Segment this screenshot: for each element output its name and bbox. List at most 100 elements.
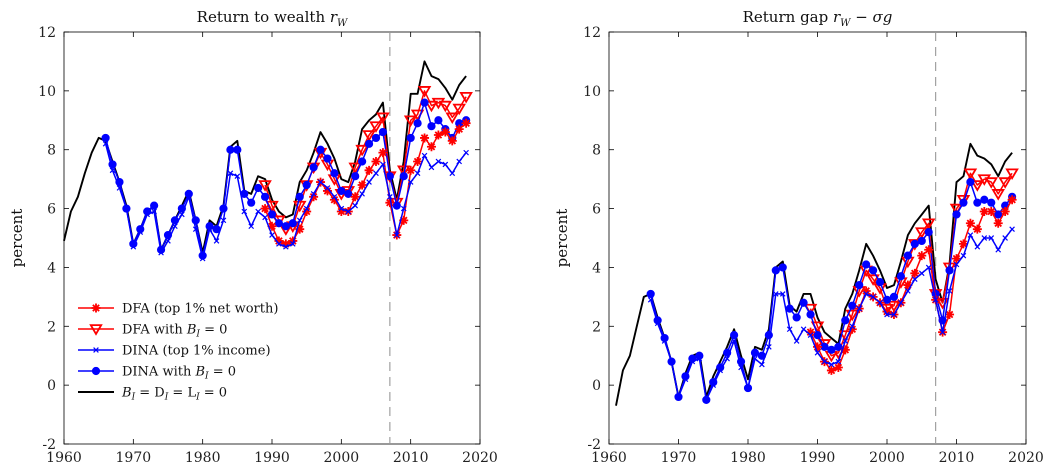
legend-label: DFA (top 1% net worth) [122,302,278,317]
data-point-dina_b0 [247,198,256,207]
panel-return-gap: 1960 1970 1980 1990 2000 2010 2020 -2 0 2 4 6 8 10 12 R… [553,8,1044,466]
x-tick-label: 2020 [462,450,498,466]
data-point-dina [717,367,724,374]
data-point-dina_b0 [371,133,381,143]
data-point-dfa [295,224,305,234]
data-point-dfa [399,215,409,225]
data-point-dina [421,152,428,159]
data-point-dfa [281,239,291,249]
data-point-dina [192,226,199,232]
data-point-dina_b0 [226,145,235,154]
data-point-dina [988,235,995,241]
data-point-dfa [972,224,982,234]
data-point-dina [981,235,988,241]
data-point-dina [463,149,469,156]
legend-label: DINA with BI = 0 [122,365,236,382]
legend-label: DFA with BI = 0 [122,323,227,340]
data-point-dina_b0 [364,139,374,148]
data-point-dfa [840,345,850,355]
data-point-dfa_b0 [998,177,1012,189]
legend-label: BI = DI = LI = 0 [121,386,227,403]
data-point-dina_b0 [841,316,850,325]
data-point-dfa [861,286,871,296]
x-tick-label: 1990 [254,450,290,466]
data-point-dina [898,299,904,306]
data-point-dina [213,238,220,244]
x-tick-label: 1980 [730,450,766,466]
data-point-dfa [322,186,332,196]
data-point-dina_b0 [875,278,885,287]
data-point-dina [227,170,234,177]
data-point-dfa [274,236,284,246]
chart-title: Return to wealth rW [197,8,348,29]
data-point-dina [262,214,268,221]
legend-marker [89,324,103,336]
data-point-dina [283,244,289,250]
data-point-dina [654,320,661,327]
data-point-dina_b0 [862,260,871,269]
data-point-dfa [826,365,836,375]
data-point-dfa [426,142,436,152]
data-point-dina [905,288,911,294]
data-point-dina_b0 [281,222,290,231]
data-point-dina_b0 [254,183,263,193]
legend-marker [91,366,101,376]
data-point-dina [793,338,800,344]
data-point-dina [303,205,310,212]
data-point-dfa [993,218,1003,228]
data-point-dina_b0 [406,133,415,143]
data-point-dfa_b0 [445,112,460,125]
series-dina [102,141,469,262]
y-tick-label: 2 [47,319,56,335]
data-point-dina [1002,235,1008,241]
y-tick-label: 8 [47,143,56,159]
data-point-dina [206,226,213,232]
data-point-dfa_b0 [921,218,936,231]
data-point-dfa [413,156,423,166]
data-point-dina [752,355,758,362]
y-tick-label: -2 [587,437,601,453]
data-point-dina_b0 [889,292,899,301]
y-tick-label: 12 [38,25,56,41]
series-dfa [806,195,1017,375]
data-point-dina [428,164,435,171]
data-point-dina [137,229,144,235]
legend-entry: DFA with BI = 0 [78,323,227,340]
data-point-dina [710,382,717,388]
data-point-dfa_b0 [417,86,432,98]
data-point-dina [220,217,227,224]
data-point-dina [647,296,654,303]
data-point-dina [116,185,123,191]
data-point-dfa [924,245,934,255]
data-point-dina [234,173,241,180]
data-point-dina [807,332,814,338]
x-tick-label: 1980 [185,450,221,466]
data-point-dina [380,161,386,168]
y-tick-label: 0 [47,378,56,394]
series-line-dfa [809,199,1013,372]
data-point-dina_b0 [827,345,836,354]
data-point-dina [296,217,303,224]
data-point-dfa [813,342,822,352]
data-point-dina [939,329,946,335]
data-point-dina [373,170,379,177]
data-point-dfa [903,280,913,290]
data-point-dina_b0 [434,116,443,125]
data-point-dfa [1007,195,1017,205]
legend-marker [91,303,101,313]
data-point-dfa_b0 [1005,168,1019,180]
data-point-dina [414,170,421,177]
data-point-dina [849,323,856,330]
data-point-dina [144,211,151,218]
data-point-dina_b0 [896,272,906,281]
data-point-dfa [965,218,975,228]
data-point-dina [435,158,442,165]
data-point-dfa [267,221,277,231]
x-tick-label: 1990 [800,450,836,466]
data-point-dfa [440,127,450,137]
data-point-dina [276,241,282,247]
data-point-dfa [420,133,430,143]
data-point-dfa [309,192,319,202]
y-axis-label: percent [8,209,26,268]
y-tick-label: 8 [592,143,601,159]
